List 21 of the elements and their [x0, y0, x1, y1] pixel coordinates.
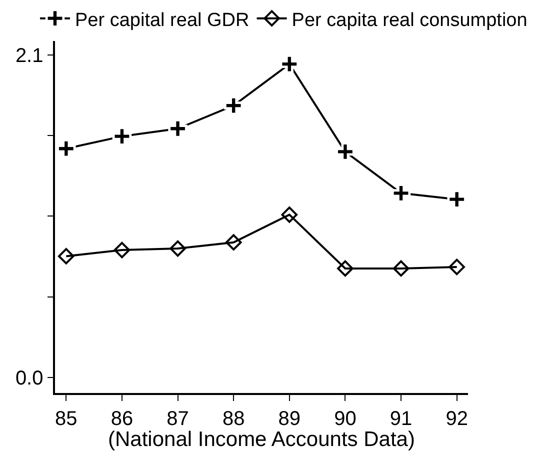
x-tick-label: 86 [110, 408, 134, 430]
x-tick-label: 90 [334, 408, 356, 430]
point [281, 206, 298, 223]
x-tick-label: 92 [446, 408, 468, 430]
point [337, 260, 354, 277]
x-tick-label: 91 [390, 408, 412, 430]
legend-label: Per capital real GDR [75, 10, 250, 31]
point [448, 258, 465, 276]
point [392, 260, 410, 277]
point [58, 248, 74, 264]
y-tick-label: 2.1 [15, 44, 44, 67]
x-tick-label: 89 [278, 408, 301, 430]
point [114, 242, 130, 258]
x-tick-label: 85 [55, 408, 78, 430]
point [170, 240, 186, 257]
point [225, 234, 242, 251]
x-tick-label: 88 [222, 408, 245, 430]
legend-label: Per capita real consumption [292, 10, 528, 31]
x-tick-label: 87 [166, 408, 189, 430]
y-tick-label: 0.0 [15, 368, 44, 390]
x-axis-title: (National Income Accounts Data) [108, 428, 415, 451]
